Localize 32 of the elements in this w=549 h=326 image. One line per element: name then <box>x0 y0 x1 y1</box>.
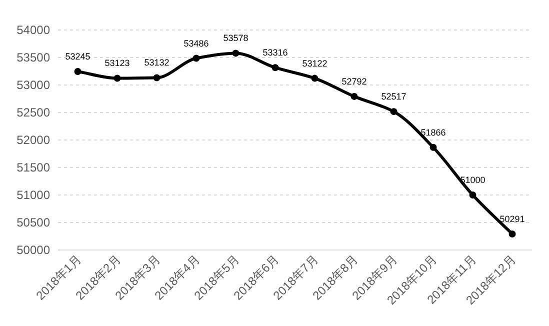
point <box>192 54 200 62</box>
data-label: 53123 <box>104 58 130 68</box>
point <box>430 144 437 151</box>
y-tick-label: 50000 <box>16 243 50 257</box>
y-tick-label: 52000 <box>16 133 50 147</box>
y-tick-label: 53500 <box>16 50 50 64</box>
point <box>153 74 160 82</box>
data-label: 50291 <box>500 214 525 224</box>
point <box>390 108 398 116</box>
y-tick-label: 51000 <box>16 188 50 202</box>
point <box>232 50 240 57</box>
point <box>114 74 121 82</box>
y-tick-label: 50500 <box>16 216 50 230</box>
y-tick-label: 54000 <box>16 23 50 37</box>
data-label: 53132 <box>144 58 170 68</box>
point <box>508 230 516 238</box>
data-label: 53245 <box>65 52 90 62</box>
data-label: 51866 <box>420 127 446 138</box>
point <box>74 68 82 76</box>
data-label: 53486 <box>184 38 209 48</box>
point <box>272 64 279 72</box>
y-tick-label: 53000 <box>16 78 50 92</box>
data-label: 53578 <box>223 33 248 44</box>
data-label: 53316 <box>262 48 288 58</box>
point <box>469 192 476 198</box>
y-tick-label: 51500 <box>16 160 50 174</box>
y-tick-label: 52500 <box>16 106 50 120</box>
data-label: 53122 <box>302 58 328 68</box>
data-label: 52792 <box>342 76 367 86</box>
data-label: 52517 <box>381 92 406 102</box>
point <box>350 92 358 100</box>
point <box>311 74 318 82</box>
